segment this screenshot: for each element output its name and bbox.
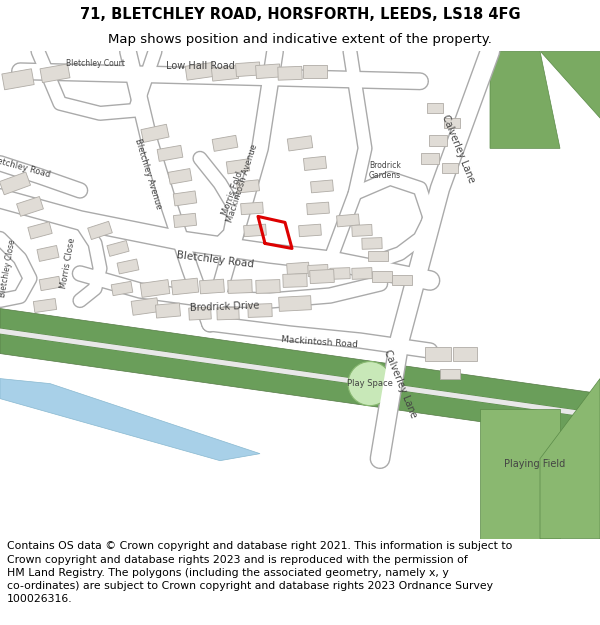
Text: Mackintosh Road: Mackintosh Road bbox=[281, 336, 359, 350]
Polygon shape bbox=[453, 346, 477, 361]
Polygon shape bbox=[17, 196, 43, 216]
Polygon shape bbox=[28, 222, 52, 239]
Text: Playing Field: Playing Field bbox=[505, 459, 566, 469]
Text: Morris Fold: Morris Fold bbox=[221, 170, 245, 217]
Polygon shape bbox=[0, 309, 600, 414]
Text: Brodrick
Gardens: Brodrick Gardens bbox=[369, 161, 401, 180]
Polygon shape bbox=[236, 180, 260, 193]
Polygon shape bbox=[0, 329, 600, 419]
Polygon shape bbox=[212, 136, 238, 151]
Text: Morris Close: Morris Close bbox=[59, 238, 77, 289]
Polygon shape bbox=[200, 279, 224, 294]
Polygon shape bbox=[140, 279, 170, 298]
Polygon shape bbox=[117, 259, 139, 274]
Text: Map shows position and indicative extent of the property.: Map shows position and indicative extent… bbox=[108, 34, 492, 46]
Polygon shape bbox=[141, 124, 169, 142]
Polygon shape bbox=[330, 268, 350, 279]
Text: Contains OS data © Crown copyright and database right 2021. This information is : Contains OS data © Crown copyright and d… bbox=[7, 541, 512, 604]
Polygon shape bbox=[173, 213, 197, 228]
Polygon shape bbox=[311, 180, 334, 193]
Polygon shape bbox=[362, 238, 382, 249]
Polygon shape bbox=[444, 118, 460, 128]
Polygon shape bbox=[278, 296, 311, 311]
Polygon shape bbox=[157, 146, 183, 161]
Polygon shape bbox=[107, 241, 129, 256]
Text: Calverley Lane: Calverley Lane bbox=[440, 112, 476, 184]
Polygon shape bbox=[392, 276, 412, 286]
Text: 71, BLETCHLEY ROAD, HORSFORTH, LEEDS, LS18 4FG: 71, BLETCHLEY ROAD, HORSFORTH, LEEDS, LS… bbox=[80, 7, 520, 22]
Polygon shape bbox=[39, 276, 61, 291]
Polygon shape bbox=[256, 279, 280, 293]
Polygon shape bbox=[189, 307, 211, 320]
Polygon shape bbox=[337, 214, 359, 227]
Text: Bletchley Court: Bletchley Court bbox=[65, 59, 125, 68]
Polygon shape bbox=[372, 271, 392, 282]
Text: Bletchley Avenue: Bletchley Avenue bbox=[133, 137, 163, 210]
Polygon shape bbox=[0, 334, 600, 439]
Text: Brodrick Drive: Brodrick Drive bbox=[190, 300, 260, 312]
Polygon shape bbox=[352, 224, 372, 236]
Polygon shape bbox=[425, 346, 451, 361]
Text: Bletchley Road: Bletchley Road bbox=[0, 154, 52, 179]
Polygon shape bbox=[442, 163, 458, 173]
Polygon shape bbox=[34, 299, 56, 312]
Polygon shape bbox=[540, 379, 600, 539]
Text: Bletchley Road: Bletchley Road bbox=[176, 250, 254, 269]
Polygon shape bbox=[111, 281, 133, 296]
Polygon shape bbox=[131, 298, 159, 315]
Text: Calverley Lane: Calverley Lane bbox=[382, 348, 418, 419]
Polygon shape bbox=[299, 224, 322, 237]
Polygon shape bbox=[244, 224, 266, 237]
Text: Play Space: Play Space bbox=[347, 379, 393, 388]
Polygon shape bbox=[427, 103, 443, 113]
Polygon shape bbox=[256, 64, 280, 79]
Polygon shape bbox=[155, 303, 181, 318]
Polygon shape bbox=[228, 279, 252, 293]
Polygon shape bbox=[226, 159, 250, 174]
Polygon shape bbox=[241, 202, 263, 214]
Polygon shape bbox=[248, 304, 272, 318]
Polygon shape bbox=[217, 307, 239, 320]
Polygon shape bbox=[173, 191, 197, 206]
Polygon shape bbox=[429, 135, 447, 146]
Text: Mackintosh Avenue: Mackintosh Avenue bbox=[225, 143, 259, 224]
Polygon shape bbox=[310, 269, 334, 284]
Polygon shape bbox=[287, 262, 310, 275]
Polygon shape bbox=[480, 409, 560, 539]
Polygon shape bbox=[490, 51, 560, 148]
Polygon shape bbox=[307, 202, 329, 214]
Polygon shape bbox=[308, 264, 328, 276]
Polygon shape bbox=[283, 274, 307, 288]
Polygon shape bbox=[37, 246, 59, 261]
Polygon shape bbox=[278, 66, 302, 80]
Polygon shape bbox=[40, 64, 70, 82]
Circle shape bbox=[348, 362, 392, 406]
Polygon shape bbox=[2, 69, 34, 90]
Polygon shape bbox=[304, 156, 326, 171]
Polygon shape bbox=[421, 153, 439, 164]
Polygon shape bbox=[168, 169, 192, 184]
Polygon shape bbox=[352, 268, 372, 279]
Polygon shape bbox=[0, 172, 31, 195]
Polygon shape bbox=[303, 65, 327, 78]
Polygon shape bbox=[540, 51, 600, 118]
Polygon shape bbox=[172, 278, 199, 295]
Polygon shape bbox=[368, 251, 388, 261]
Polygon shape bbox=[287, 136, 313, 151]
Text: Low Hall Road: Low Hall Road bbox=[166, 61, 235, 71]
Polygon shape bbox=[440, 369, 460, 379]
Polygon shape bbox=[236, 62, 260, 77]
Polygon shape bbox=[0, 379, 260, 461]
Polygon shape bbox=[88, 221, 112, 239]
Polygon shape bbox=[211, 66, 239, 81]
Text: Bletchley Close: Bletchley Close bbox=[0, 239, 17, 298]
Polygon shape bbox=[185, 62, 215, 80]
